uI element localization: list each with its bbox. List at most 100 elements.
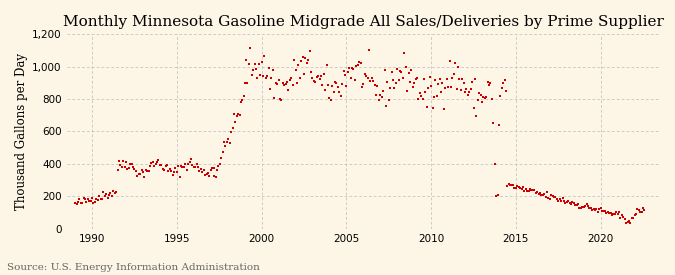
Point <box>342 69 353 74</box>
Point <box>133 172 144 176</box>
Point <box>197 169 208 174</box>
Point <box>244 62 254 66</box>
Point <box>523 189 534 193</box>
Point <box>578 204 589 209</box>
Point <box>536 192 547 197</box>
Point <box>97 197 107 202</box>
Point <box>410 77 421 81</box>
Point <box>556 199 566 203</box>
Point <box>612 211 623 216</box>
Point <box>570 202 580 207</box>
Title: Monthly Minnesota Gasoline Midgrade All Sales/Deliveries by Prime Supplier: Monthly Minnesota Gasoline Midgrade All … <box>63 15 664 29</box>
Point <box>147 160 158 164</box>
Point <box>408 84 418 89</box>
Point <box>196 167 207 172</box>
Point <box>489 162 500 166</box>
Point <box>441 77 452 82</box>
Point <box>317 83 328 87</box>
Point <box>219 140 230 144</box>
Point <box>155 163 165 167</box>
Point <box>400 65 411 69</box>
Point <box>84 199 95 203</box>
Point <box>413 96 424 101</box>
Point <box>529 188 540 192</box>
Point <box>611 210 622 214</box>
Point <box>276 98 287 102</box>
Point <box>296 59 306 64</box>
Point <box>130 169 141 173</box>
Point <box>616 213 627 217</box>
Point <box>526 188 537 192</box>
Point <box>116 165 127 170</box>
Point <box>165 166 176 171</box>
Point <box>446 85 456 90</box>
Point <box>77 200 88 205</box>
Point <box>198 167 209 172</box>
Point <box>298 72 309 76</box>
Point <box>159 168 169 172</box>
Point <box>487 97 497 101</box>
Point <box>392 67 402 71</box>
Point <box>403 71 414 75</box>
Point <box>306 70 317 74</box>
Point <box>470 77 481 81</box>
Point <box>310 80 321 84</box>
Point <box>633 208 644 212</box>
Point <box>625 221 636 225</box>
Point <box>303 58 314 62</box>
Point <box>311 75 322 80</box>
Point <box>323 82 333 87</box>
Point <box>122 167 133 171</box>
Point <box>493 123 504 127</box>
Point <box>267 68 278 72</box>
Point <box>335 94 346 98</box>
Point <box>418 76 429 81</box>
Point <box>412 76 423 80</box>
Point <box>519 189 530 193</box>
Point <box>325 98 336 102</box>
Point <box>531 191 541 195</box>
Point <box>629 213 640 217</box>
Point <box>201 171 212 176</box>
Point <box>211 167 222 172</box>
Point <box>259 53 270 58</box>
Point <box>510 186 521 191</box>
Point <box>356 84 367 89</box>
Point <box>381 104 392 108</box>
Point <box>539 192 549 196</box>
Point <box>167 172 178 177</box>
Point <box>340 72 350 77</box>
Point <box>456 87 466 92</box>
Point <box>465 87 476 91</box>
Point <box>143 169 154 173</box>
Point <box>146 161 157 165</box>
Point <box>273 78 284 82</box>
Point <box>619 216 630 221</box>
Point <box>177 164 188 169</box>
Point <box>249 61 260 66</box>
Point <box>115 163 126 167</box>
Point <box>560 200 571 205</box>
Point <box>186 157 196 161</box>
Point <box>527 188 538 192</box>
Point <box>379 68 390 73</box>
Point <box>577 205 588 209</box>
Point <box>135 172 146 176</box>
Point <box>210 175 221 180</box>
Point <box>266 75 277 80</box>
Point <box>284 78 295 82</box>
Point <box>277 81 288 86</box>
Point <box>495 94 506 98</box>
Point <box>492 192 503 197</box>
Point <box>213 164 224 168</box>
Point <box>350 77 360 82</box>
Point <box>70 201 80 205</box>
Point <box>506 182 517 187</box>
Point <box>533 192 544 196</box>
Point <box>173 164 184 169</box>
Point <box>553 199 564 203</box>
Point <box>191 162 202 167</box>
Point <box>472 98 483 102</box>
Point <box>462 92 473 97</box>
Point <box>545 197 556 201</box>
